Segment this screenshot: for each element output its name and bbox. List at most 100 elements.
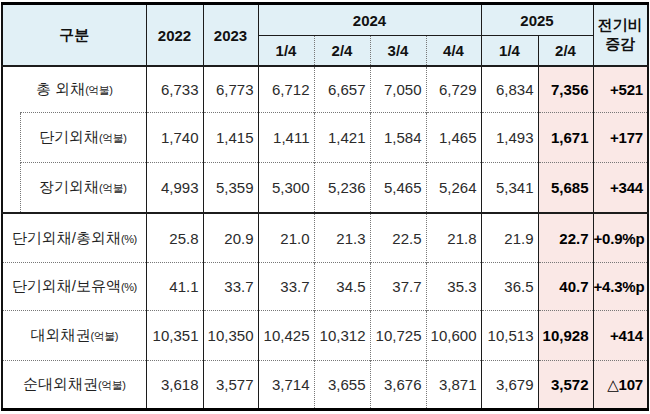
change-cell: +414	[593, 311, 648, 361]
value-cell: 1,465	[426, 113, 481, 163]
header-2024-q4: 4/4	[426, 36, 481, 67]
value-cell: 10,312	[314, 311, 370, 361]
value-cell: 3,577	[203, 361, 258, 410]
header-year-2023: 2023	[203, 4, 258, 67]
value-cell: 25.8	[146, 213, 203, 263]
row-label: 단기외채/총외채(%)	[2, 213, 146, 263]
value-cell: 1,415	[203, 113, 258, 163]
value-cell: 36.5	[481, 263, 538, 311]
row-label-text: 단기외채/총외채	[12, 229, 121, 246]
header-2024-q1: 1/4	[258, 36, 314, 67]
row-label-text: 단기외채	[39, 128, 99, 145]
value-cell: 10,350	[203, 311, 258, 361]
value-cell: 1,671	[538, 113, 593, 163]
value-cell: 5,236	[314, 163, 370, 214]
table-row: 단기외채(억불)1,7401,4151,4111,4211,5841,4651,…	[2, 113, 648, 163]
value-cell: 4,993	[146, 163, 203, 214]
value-cell: 1,411	[258, 113, 314, 163]
value-cell: 22.5	[370, 213, 426, 263]
header-group-2025: 2025	[481, 4, 593, 36]
value-cell: 6,729	[426, 66, 481, 113]
table-row: 대외채권(억불)10,35110,35010,42510,31210,72510…	[2, 311, 648, 361]
table-row: 순대외채권(억불)3,6183,5773,7143,6553,6763,8713…	[2, 361, 648, 410]
row-label: 순대외채권(억불)	[2, 361, 146, 410]
table-header: 구분 2022 2023 2024 2025 전기비 증감 1/4 2/4 3/…	[2, 4, 648, 67]
row-label: 단기외채/보유액(%)	[2, 263, 146, 311]
value-cell: 10,425	[258, 311, 314, 361]
value-cell: 21.9	[481, 213, 538, 263]
value-cell: 3,676	[370, 361, 426, 410]
row-label: 총 외채(억불)	[2, 66, 146, 113]
value-cell: 10,351	[146, 311, 203, 361]
header-group-2024: 2024	[258, 4, 481, 36]
row-label-text: 장기외채	[39, 178, 99, 195]
value-cell: 3,572	[538, 361, 593, 410]
value-cell: 21.0	[258, 213, 314, 263]
value-cell: 5,465	[370, 163, 426, 214]
value-cell: 1,584	[370, 113, 426, 163]
value-cell: 1,493	[481, 113, 538, 163]
value-cell: 3,679	[481, 361, 538, 410]
value-cell: 10,600	[426, 311, 481, 361]
row-label-unit: (%)	[121, 233, 137, 245]
change-cell: +4.3%p	[593, 263, 648, 311]
external-debt-table: 구분 2022 2023 2024 2025 전기비 증감 1/4 2/4 3/…	[1, 2, 649, 411]
row-label-text: 대외채권	[31, 326, 91, 343]
change-cell: +344	[593, 163, 648, 214]
row-label-text: 단기외채/보유액	[12, 277, 121, 294]
value-cell: 10,513	[481, 311, 538, 361]
row-label-text: 총 외채	[36, 80, 85, 97]
value-cell: 21.3	[314, 213, 370, 263]
header-2024-q3: 3/4	[370, 36, 426, 67]
value-cell: 3,871	[426, 361, 481, 410]
value-cell: 21.8	[426, 213, 481, 263]
value-cell: 5,685	[538, 163, 593, 214]
change-cell: △107	[593, 361, 648, 410]
table-row: 총 외채(억불)6,7336,7736,7126,6577,0506,7296,…	[2, 66, 648, 113]
row-label-unit: (억불)	[91, 330, 118, 342]
header-change-line2: 증감	[605, 35, 635, 52]
value-cell: 6,657	[314, 66, 370, 113]
row-label-unit: (억불)	[99, 182, 126, 194]
header-year-2022: 2022	[146, 4, 203, 67]
value-cell: 6,712	[258, 66, 314, 113]
value-cell: 10,725	[370, 311, 426, 361]
header-change: 전기비 증감	[593, 4, 648, 67]
value-cell: 6,834	[481, 66, 538, 113]
value-cell: 41.1	[146, 263, 203, 311]
row-label-unit: (억불)	[98, 379, 125, 391]
header-change-line1: 전기비	[598, 16, 643, 33]
value-cell: 1,740	[146, 113, 203, 163]
value-cell: 20.9	[203, 213, 258, 263]
table-row: 장기외채(억불)4,9935,3595,3005,2365,4655,2645,…	[2, 163, 648, 214]
value-cell: 5,264	[426, 163, 481, 214]
row-label: 단기외채(억불)	[2, 113, 146, 163]
value-cell: 35.3	[426, 263, 481, 311]
header-category: 구분	[2, 4, 146, 67]
value-cell: 7,356	[538, 66, 593, 113]
value-cell: 10,928	[538, 311, 593, 361]
value-cell: 40.7	[538, 263, 593, 311]
value-cell: 37.7	[370, 263, 426, 311]
table-row: 단기외채/총외채(%)25.820.921.021.322.521.821.92…	[2, 213, 648, 263]
value-cell: 22.7	[538, 213, 593, 263]
row-label: 대외채권(억불)	[2, 311, 146, 361]
value-cell: 3,618	[146, 361, 203, 410]
value-cell: 7,050	[370, 66, 426, 113]
value-cell: 5,359	[203, 163, 258, 214]
value-cell: 3,655	[314, 361, 370, 410]
value-cell: 5,341	[481, 163, 538, 214]
row-label-unit: (억불)	[85, 84, 112, 96]
table-body: 총 외채(억불)6,7336,7736,7126,6577,0506,7296,…	[2, 66, 648, 410]
value-cell: 1,421	[314, 113, 370, 163]
row-label-text: 순대외채권	[23, 375, 98, 392]
value-cell: 6,733	[146, 66, 203, 113]
row-label: 장기외채(억불)	[2, 163, 146, 214]
value-cell: 3,714	[258, 361, 314, 410]
change-cell: +521	[593, 66, 648, 113]
header-2025-q1: 1/4	[481, 36, 538, 67]
row-label-unit: (%)	[121, 281, 137, 293]
change-cell: +0.9%p	[593, 213, 648, 263]
change-cell: +177	[593, 113, 648, 163]
row-label-unit: (억불)	[99, 132, 126, 144]
